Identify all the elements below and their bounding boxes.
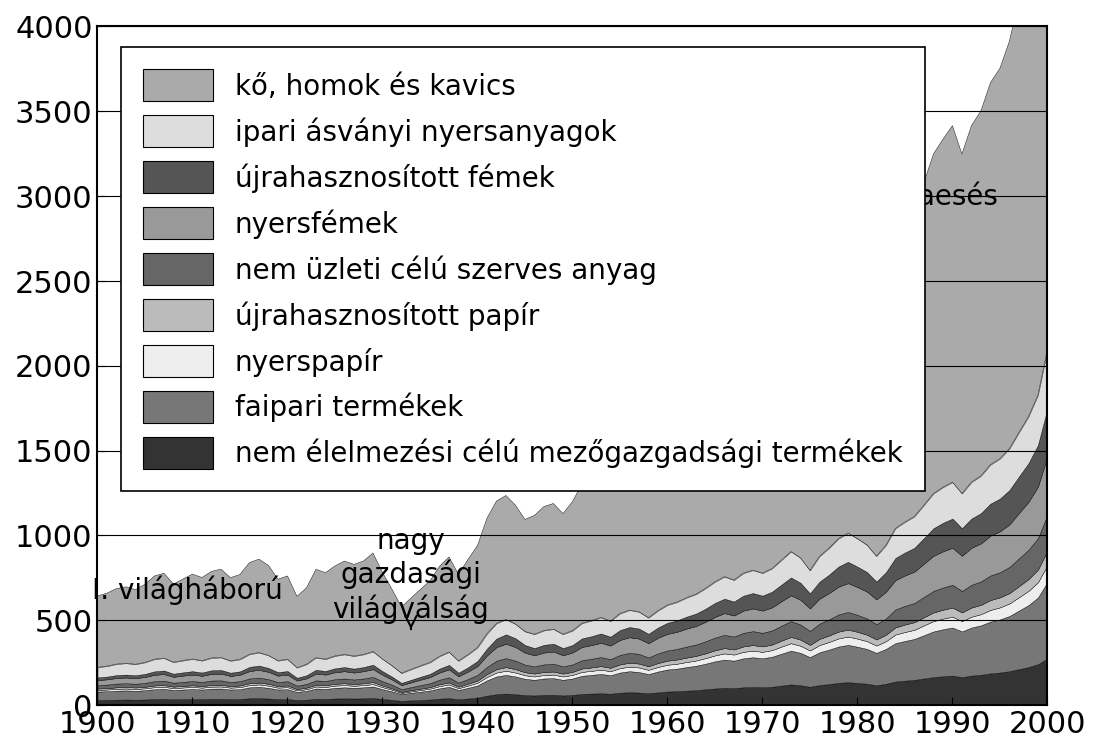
Text: II. világháború: II. világháború bbox=[416, 449, 614, 478]
Text: visszaesés: visszaesés bbox=[850, 182, 998, 383]
Legend: kő, homok és kavics, ipari ásványi nyersanyagok, újrahasznosított fémek, nyersfé: kő, homok és kavics, ipari ásványi nyers… bbox=[121, 48, 925, 492]
Text: I. világháború: I. világháború bbox=[92, 575, 283, 605]
Text: nagy
gazdasági
világválság: nagy gazdasági világválság bbox=[333, 527, 489, 629]
Text: az olajválság
okozta
visszaésés: az olajválság okozta visszaésés bbox=[739, 218, 919, 315]
